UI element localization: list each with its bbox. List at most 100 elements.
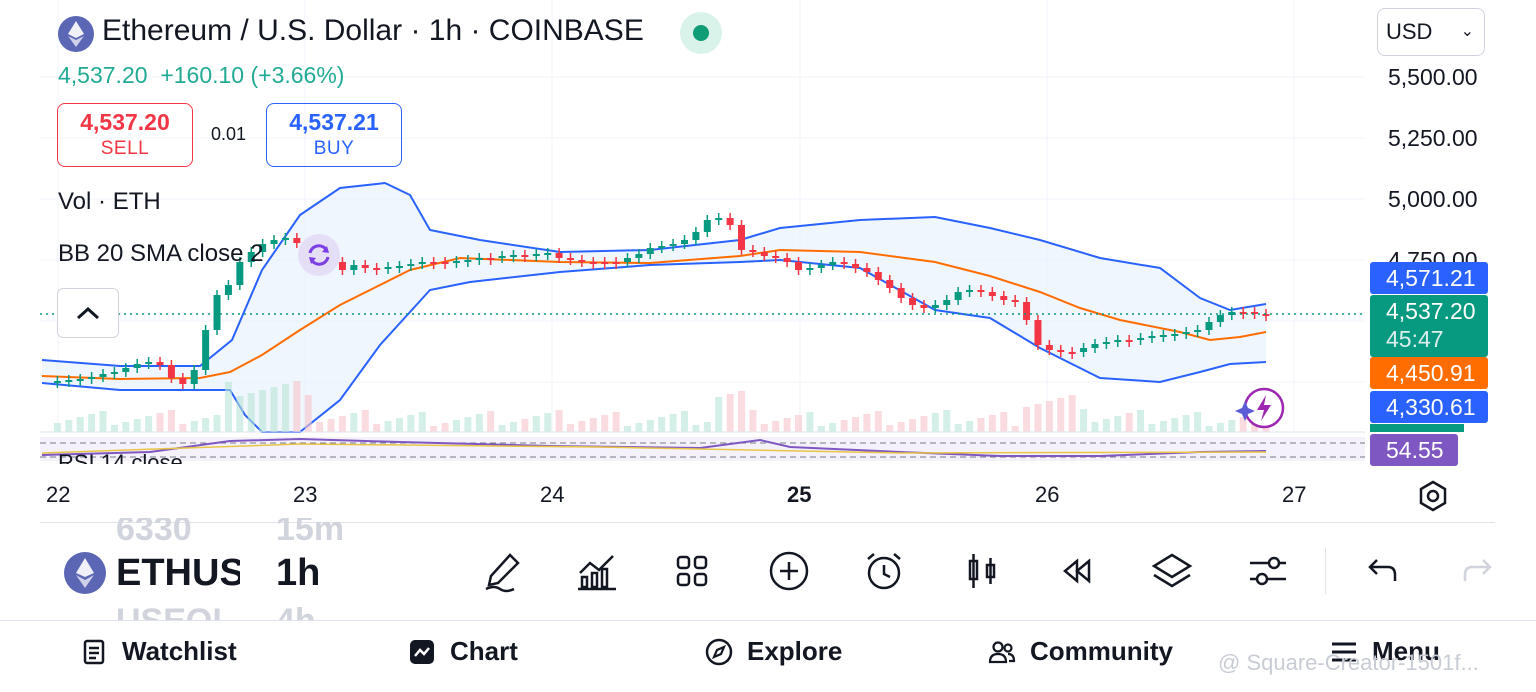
nav-community[interactable]: Community xyxy=(988,636,1173,667)
volume-bar xyxy=(76,417,84,432)
last-price: 4,537.20 xyxy=(58,62,148,88)
volume-bar xyxy=(532,416,540,432)
volume-bar xyxy=(281,384,289,432)
candle-body xyxy=(623,258,631,262)
undo-icon[interactable] xyxy=(1360,549,1404,593)
candle-body xyxy=(1182,332,1190,334)
candle-body xyxy=(977,290,985,292)
volume-bar xyxy=(589,418,597,432)
candle-body xyxy=(1251,312,1259,314)
bb-upper-price-tag: 4,571.21 xyxy=(1370,262,1488,294)
volume-bar xyxy=(1148,424,1156,432)
candle-body xyxy=(920,305,928,308)
layers-icon[interactable] xyxy=(1150,549,1194,593)
volume-bar xyxy=(852,417,860,432)
candle-body xyxy=(1068,352,1076,354)
timeframe-picker-next[interactable]: 4h xyxy=(276,606,316,620)
volume-bar xyxy=(566,424,574,432)
candle-body xyxy=(156,362,164,365)
replay-icon[interactable] xyxy=(1055,549,1099,593)
y-axis-label: 5,500.00 xyxy=(1388,64,1478,90)
candle-body xyxy=(88,377,96,379)
candle-body xyxy=(213,295,221,330)
volume-bar xyxy=(464,417,472,432)
candle-body xyxy=(509,255,517,257)
bollinger-basis-line xyxy=(41,248,1267,381)
volume-bar xyxy=(133,419,141,432)
candle-body xyxy=(452,261,460,263)
candle-body xyxy=(646,248,654,254)
candle-body xyxy=(532,254,540,256)
volume-bar xyxy=(829,423,837,432)
rsi-indicator-legend[interactable]: RSI 14 close xyxy=(58,450,183,464)
bollinger-indicator-legend[interactable]: BB 20 SMA close 2 xyxy=(58,240,264,267)
volume-bar xyxy=(920,416,928,432)
ai-assistant-icon[interactable] xyxy=(1234,386,1286,430)
volume-bar xyxy=(236,396,244,432)
buy-button[interactable]: 4,537.21 BUY xyxy=(266,103,402,167)
currency-value: USD xyxy=(1386,19,1433,44)
nav-explore[interactable]: Explore xyxy=(705,636,842,667)
candle-body xyxy=(726,218,734,225)
volume-bar xyxy=(578,421,586,432)
x-axis-label: 27 xyxy=(1282,482,1307,507)
volume-bar xyxy=(88,414,96,432)
timeframe-picker-prev[interactable]: 15m xyxy=(276,518,345,546)
bb-basis-price-tag: 4,450.91 xyxy=(1370,357,1488,389)
indicators-icon[interactable] xyxy=(575,549,619,593)
volume-bar xyxy=(1080,409,1088,432)
volume-bar xyxy=(1034,404,1042,432)
collapse-legend-button[interactable] xyxy=(57,288,119,338)
volume-bar xyxy=(327,419,335,432)
candle-body xyxy=(487,258,495,260)
candle-body xyxy=(1045,345,1053,350)
layouts-icon[interactable] xyxy=(670,549,714,593)
symbol-picker-current[interactable]: ETHUSD xyxy=(116,552,240,594)
add-icon[interactable] xyxy=(767,549,811,593)
timeframe-picker-current[interactable]: 1h xyxy=(276,552,321,594)
candle-body xyxy=(167,365,175,378)
symbol-picker-prev[interactable]: 6330 xyxy=(116,518,192,546)
buy-price: 4,537.21 xyxy=(289,109,379,135)
candle-body xyxy=(566,258,574,260)
candle-body xyxy=(886,280,894,288)
candle-body xyxy=(578,260,586,262)
volume-bar xyxy=(1091,422,1099,432)
chart-settings-icon[interactable] xyxy=(1418,480,1448,512)
y-axis-label: 5,250.00 xyxy=(1388,125,1478,151)
volume-bar xyxy=(1114,416,1122,432)
nav-menu[interactable]: Menu xyxy=(1330,636,1440,667)
volume-bar xyxy=(293,381,301,432)
volume-bar xyxy=(795,415,803,432)
candle-body xyxy=(589,262,597,264)
volume-bar xyxy=(692,425,700,432)
chart-type-icon[interactable] xyxy=(960,549,1004,593)
volume-bar xyxy=(954,424,962,432)
currency-select[interactable]: USD ⌄ xyxy=(1377,8,1485,56)
price-chart[interactable] xyxy=(0,0,1536,520)
candle-body xyxy=(281,238,289,240)
candle-body xyxy=(1216,315,1224,322)
settings-icon[interactable] xyxy=(1246,549,1290,593)
sell-button[interactable]: 4,537.20 SELL xyxy=(57,103,193,167)
sync-icon[interactable] xyxy=(298,234,340,276)
symbol-title[interactable]: Ethereum / U.S. Dollar · 1h · COINBASE xyxy=(102,14,644,47)
volume-bar xyxy=(65,420,73,432)
price-change-percent: (+3.66%) xyxy=(250,62,345,88)
rsi-line xyxy=(41,437,1267,457)
candle-body xyxy=(943,300,951,305)
candle-body xyxy=(1228,312,1236,315)
candle-body xyxy=(829,262,837,265)
volume-indicator-legend[interactable]: Vol · ETH xyxy=(58,188,161,215)
draw-icon[interactable] xyxy=(480,549,524,593)
nav-chart[interactable]: Chart xyxy=(408,636,518,667)
candle-body xyxy=(1159,335,1167,337)
candle-body xyxy=(544,253,552,255)
alert-icon[interactable] xyxy=(862,549,906,593)
volume-bar xyxy=(304,395,312,432)
candle-body xyxy=(988,292,996,296)
symbol-picker-next[interactable]: USEOL xyxy=(116,606,233,620)
nav-watchlist[interactable]: Watchlist xyxy=(80,636,237,667)
volume-bar xyxy=(498,425,506,432)
volume-bar xyxy=(555,410,563,432)
